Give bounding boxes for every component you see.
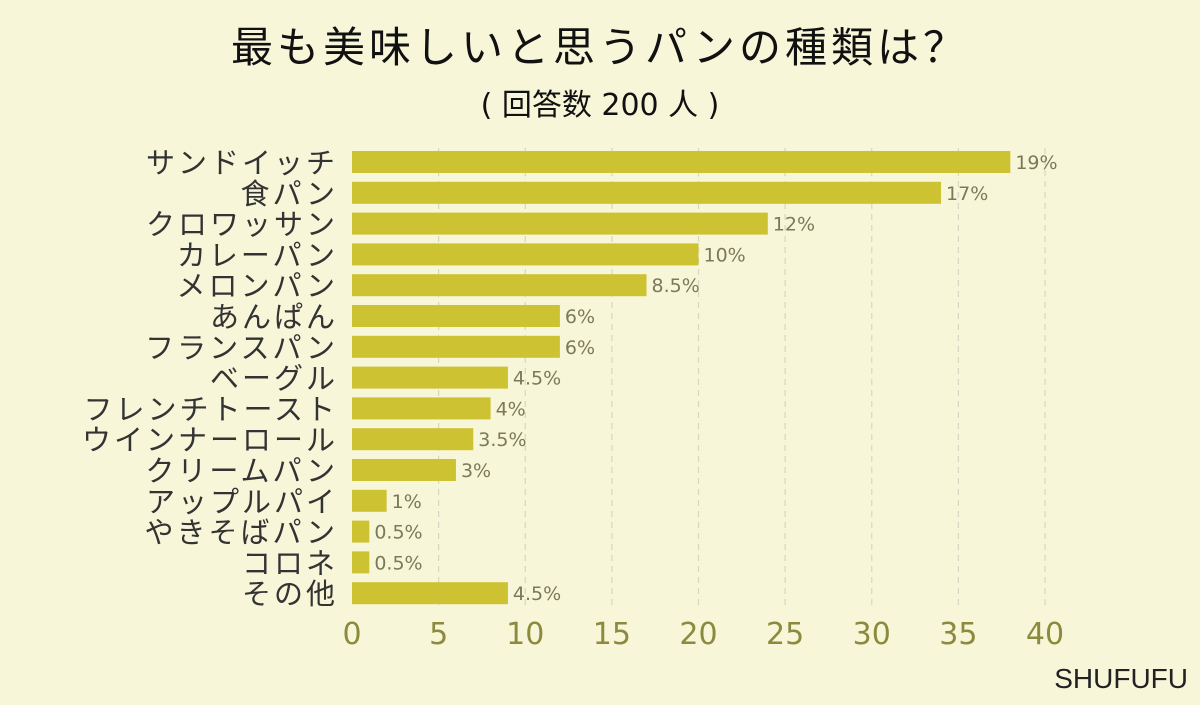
x-tick-label: 15: [593, 617, 631, 652]
bar: [352, 335, 560, 358]
category-label: ベーグル: [210, 362, 338, 396]
category-label: フランスパン: [145, 331, 338, 365]
category-label: 食パン: [241, 177, 338, 211]
data-label: 4%: [496, 398, 526, 420]
category-label: やきそばパン: [145, 516, 338, 550]
data-label: 6%: [565, 306, 595, 328]
data-label: 19%: [1015, 152, 1057, 174]
bar: [352, 305, 560, 327]
data-label: 4.5%: [513, 368, 561, 390]
category-label: サンドイッチ: [146, 146, 338, 180]
data-label: 3%: [461, 460, 491, 482]
category-label: あんぱん: [210, 300, 338, 334]
bar: [352, 520, 370, 543]
data-label: 1%: [392, 491, 422, 513]
x-tick-label: 40: [1026, 617, 1064, 652]
bar: [352, 582, 508, 605]
x-tick-label: 30: [853, 617, 891, 652]
data-label: 0.5%: [374, 552, 422, 574]
bar: [352, 274, 647, 297]
x-tick-label: 35: [939, 617, 977, 652]
bar: [352, 397, 491, 420]
bar: [352, 151, 1011, 173]
x-tick-label: 20: [679, 617, 717, 652]
chart-subtitle: ( 回答数 200 人 ): [480, 88, 720, 123]
brand-logo-text: SHUFUFU: [1054, 663, 1188, 694]
bar: [352, 489, 387, 512]
bar: [352, 428, 474, 451]
data-label: 10%: [704, 244, 746, 266]
category-label: アップルパイ: [146, 485, 338, 519]
data-label: 6%: [565, 337, 595, 359]
bar: [352, 459, 456, 481]
bar: [352, 181, 942, 204]
data-label: 8.5%: [652, 275, 700, 297]
category-label: カレーパン: [177, 238, 338, 272]
category-label: メロンパン: [177, 269, 338, 303]
data-label: 17%: [946, 183, 988, 205]
data-label: 3.5%: [478, 429, 526, 451]
x-tick-label: 0: [342, 617, 361, 652]
category-label: フレンチトースト: [83, 392, 338, 426]
data-label: 0.5%: [374, 522, 422, 544]
data-label: 4.5%: [513, 583, 561, 605]
category-label: クロワッサン: [146, 208, 338, 242]
bar: [352, 243, 699, 266]
x-tick-label: 10: [506, 617, 544, 652]
chart-title: 最も美味しいと思うパンの種類は？: [230, 23, 970, 72]
category-label: ウインナーロール: [82, 423, 338, 457]
x-tick-label: 25: [766, 617, 804, 652]
category-label: その他: [242, 577, 338, 611]
data-label: 12%: [773, 214, 815, 236]
x-tick-label: 5: [429, 617, 448, 652]
bar: [352, 366, 508, 389]
category-label: クリームパン: [145, 454, 338, 488]
bar: [352, 212, 768, 235]
category-label: コロネ: [242, 546, 338, 580]
bar: [352, 551, 370, 574]
